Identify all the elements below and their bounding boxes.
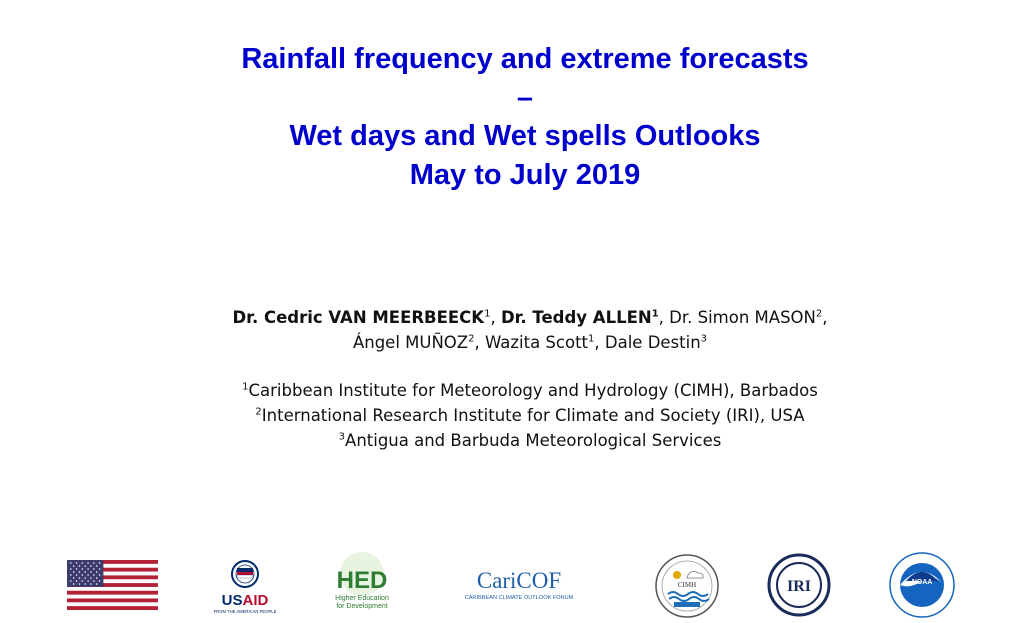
author-affil-sup: 1 xyxy=(484,308,491,320)
author-affil-sup: 1 xyxy=(588,333,595,345)
noaa-logo: NOAA xyxy=(889,552,955,618)
title-line-3: Wet days and Wet spells Outlooks xyxy=(289,120,761,152)
title-line-4: May to July 2019 xyxy=(409,158,641,191)
us-flag-logo xyxy=(67,560,158,610)
svg-text:USAID: USAID xyxy=(222,592,269,609)
author-name: Wazita Scott xyxy=(484,333,589,352)
usaid-tagline: FROM THE AMERICAN PEOPLE xyxy=(214,609,277,614)
iri-name: IRI xyxy=(787,578,811,595)
author-affil-sup: 3 xyxy=(700,333,708,345)
author-name: Dr. Cedric VAN MEERBEECK xyxy=(232,308,485,327)
title-line-2: – xyxy=(516,81,534,114)
author-name: Dr. Simon MASON xyxy=(669,308,816,327)
affiliation-sup: 3 xyxy=(338,431,346,443)
hed-logo: HED Higher Education for Development xyxy=(335,552,389,610)
affiliation-item: 2International Research Institute for Cl… xyxy=(0,403,1030,428)
author-list: Dr. Cedric VAN MEERBEECK1, Dr. Teddy ALL… xyxy=(232,308,828,352)
hed-tagline-2: for Development xyxy=(336,603,387,610)
usaid-logo: USAID FROM THE AMERICAN PEOPLE xyxy=(214,560,277,614)
author-name: Dale Destin xyxy=(604,333,701,352)
author-affil-sup: 1 xyxy=(651,308,659,320)
usaid-aid-text: AID xyxy=(243,592,269,609)
affiliation-sup: 2 xyxy=(255,406,262,418)
author-name: Ángel MUÑOZ xyxy=(352,333,469,352)
author-affil-sup: 2 xyxy=(815,308,823,320)
affiliation-item: 3Antigua and Barbuda Meteorological Serv… xyxy=(0,428,1030,453)
affiliation-text: Antigua and Barbuda Meteorological Servi… xyxy=(345,431,722,450)
caricof-name: CariCOF xyxy=(477,568,561,593)
affiliation-sup: 1 xyxy=(242,381,249,393)
affiliation-text: International Research Institute for Cli… xyxy=(261,406,805,425)
noaa-name: NOAA xyxy=(912,579,933,586)
affiliation-text: Caribbean Institute for Meteorology and … xyxy=(248,381,818,400)
title-block: Rainfall frequency and extreme forecasts… xyxy=(0,40,1030,194)
author-name: Dr. Teddy ALLEN xyxy=(500,308,652,327)
hed-tagline-1: Higher Education xyxy=(335,595,389,602)
cimh-logo: CIMH xyxy=(655,554,719,618)
cimh-name: CIMH xyxy=(678,581,696,589)
affiliation-item: 1Caribbean Institute for Meteorology and… xyxy=(0,378,1030,403)
author-affil-sup: 2 xyxy=(468,333,475,345)
title-line-1: Rainfall frequency and extreme forecasts xyxy=(241,43,809,75)
caricof-logo: CariCOF CARIBBEAN CLIMATE OUTLOOK FORUM xyxy=(465,568,574,601)
iri-logo: IRI xyxy=(767,553,831,617)
hed-name: HED xyxy=(337,567,388,594)
caricof-tagline: CARIBBEAN CLIMATE OUTLOOK FORUM xyxy=(465,595,574,601)
affiliation-list: 1Caribbean Institute for Meteorology and… xyxy=(0,378,1030,453)
usaid-us-text: US xyxy=(222,592,243,609)
